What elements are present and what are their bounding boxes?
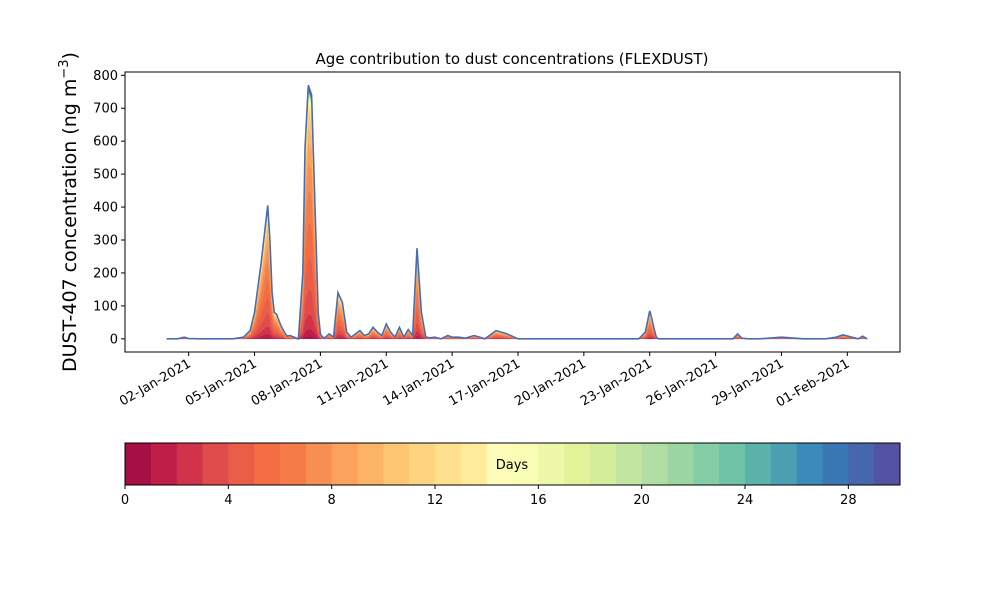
y-tick-label: 200 bbox=[93, 266, 118, 281]
x-tick-label: 20-Jan-2021 bbox=[512, 356, 589, 409]
y-tick-label: 400 bbox=[93, 201, 118, 216]
colorbar-swatch-4 bbox=[202, 443, 229, 485]
colorbar-swatch-12 bbox=[409, 443, 436, 485]
colorbar-swatch-16 bbox=[512, 443, 539, 485]
colorbar-swatch-18 bbox=[564, 443, 591, 485]
colorbar-tick-label: 4 bbox=[224, 493, 232, 508]
colorbar-swatch-19 bbox=[590, 443, 617, 485]
colorbar-swatch-3 bbox=[176, 443, 203, 485]
y-axis: 0 100 200 300 400 500 600 700 800 bbox=[93, 69, 125, 347]
colorbar-swatch-7 bbox=[280, 443, 307, 485]
colorbar-swatch-24 bbox=[719, 443, 746, 485]
y-tick-label: 300 bbox=[93, 234, 118, 249]
colorbar-swatch-21 bbox=[641, 443, 668, 485]
chart-title: Age contribution to dust concentrations … bbox=[316, 50, 709, 68]
colorbar-tick-label: 8 bbox=[328, 493, 336, 508]
x-tick-label: 02-Jan-2021 bbox=[117, 356, 194, 409]
x-tick-label: 05-Jan-2021 bbox=[183, 356, 260, 409]
colorbar-swatch-29 bbox=[848, 443, 875, 485]
y-tick-label: 500 bbox=[93, 168, 118, 183]
total-concentration-line bbox=[166, 84, 868, 340]
colorbar-swatch-17 bbox=[538, 443, 565, 485]
colorbar-swatch-11 bbox=[383, 443, 410, 485]
colorbar bbox=[125, 443, 901, 485]
x-tick-label: 14-Jan-2021 bbox=[381, 356, 458, 409]
colorbar-swatch-9 bbox=[331, 443, 358, 485]
colorbar-label: Days bbox=[496, 458, 529, 473]
y-tick-label: 100 bbox=[93, 299, 118, 314]
colorbar-swatch-23 bbox=[693, 443, 720, 485]
colorbar-swatch-27 bbox=[796, 443, 823, 485]
x-tick-label: 23-Jan-2021 bbox=[578, 356, 655, 409]
y-axis-label-superscript: −3 bbox=[57, 59, 72, 78]
colorbar-swatch-1 bbox=[125, 443, 152, 485]
plot-frame bbox=[124, 71, 901, 353]
colorbar-swatch-26 bbox=[770, 443, 798, 485]
colorbar-tick-label: 12 bbox=[427, 493, 444, 508]
colorbar-swatch-14 bbox=[460, 443, 488, 485]
colorbar-frame bbox=[124, 442, 901, 486]
colorbar-swatch-8 bbox=[305, 443, 333, 485]
x-tick-label: 08-Jan-2021 bbox=[249, 356, 326, 409]
x-tick-label: 01-Feb-2021 bbox=[774, 356, 853, 410]
colorbar-swatch-20 bbox=[615, 443, 643, 485]
colorbar-swatch-30 bbox=[874, 443, 901, 485]
x-tick-label: 11-Jan-2021 bbox=[315, 356, 392, 409]
colorbar-ticks: 0 4 8 12 16 20 24 28 bbox=[121, 485, 857, 508]
y-tick-label: 700 bbox=[93, 102, 118, 117]
colorbar-swatch-28 bbox=[822, 443, 849, 485]
colorbar-swatch-22 bbox=[667, 443, 694, 485]
age-area-stack bbox=[166, 85, 868, 340]
x-tick-label: 26-Jan-2021 bbox=[644, 356, 721, 409]
colorbar-swatch-10 bbox=[357, 443, 384, 485]
x-axis: 02-Jan-202105-Jan-202108-Jan-202111-Jan-… bbox=[117, 352, 852, 410]
colorbar-tick-label: 28 bbox=[840, 493, 857, 508]
y-tick-label: 600 bbox=[93, 135, 118, 150]
y-tick-label: 800 bbox=[93, 69, 118, 84]
colorbar-swatch-15 bbox=[486, 443, 513, 485]
colorbar-tick-label: 16 bbox=[530, 493, 547, 508]
x-tick-label: 17-Jan-2021 bbox=[446, 356, 523, 409]
colorbar-tick-label: 0 bbox=[121, 493, 129, 508]
colorbar-swatch-6 bbox=[254, 443, 281, 485]
colorbar-swatch-5 bbox=[228, 443, 255, 485]
y-tick-label: 0 bbox=[110, 332, 118, 347]
y-axis-label: DUST-407 concentration (ng m−3) bbox=[57, 52, 81, 372]
colorbar-swatch-2 bbox=[150, 443, 178, 485]
colorbar-tick-label: 20 bbox=[633, 493, 650, 508]
colorbar-swatch-25 bbox=[745, 443, 772, 485]
colorbar-swatch-13 bbox=[435, 443, 462, 485]
colorbar-tick-label: 24 bbox=[737, 493, 754, 508]
